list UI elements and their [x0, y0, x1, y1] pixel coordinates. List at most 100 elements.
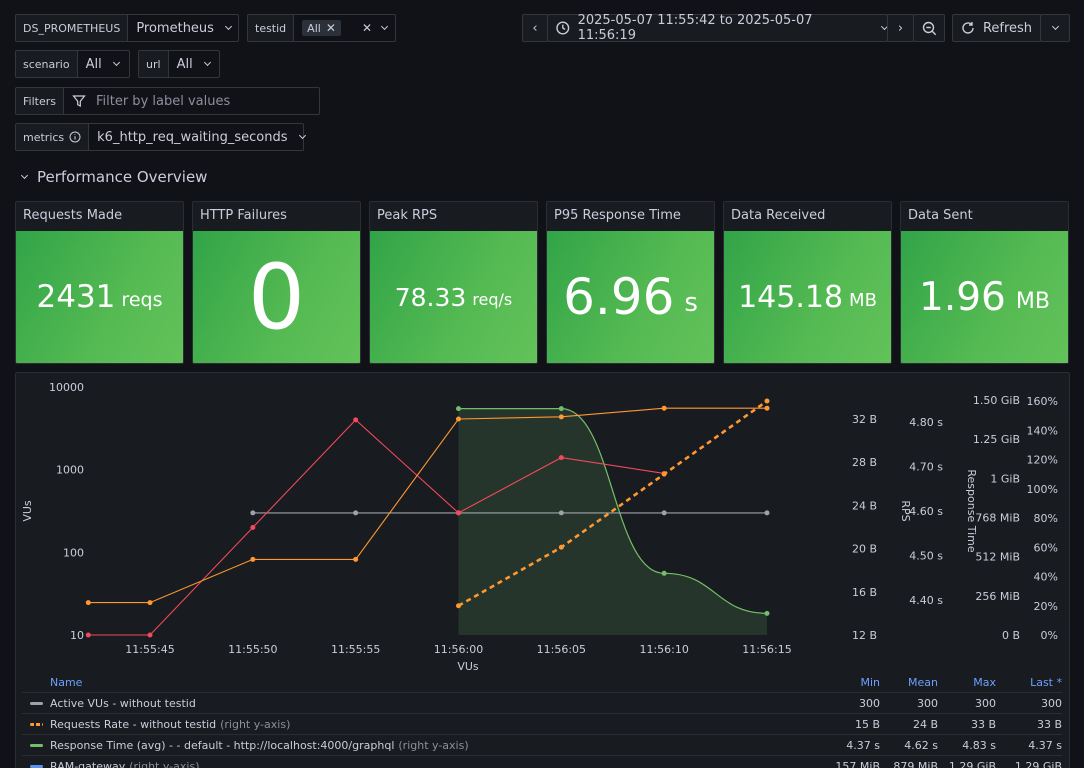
metrics-variable-value: k6_http_req_waiting_seconds [97, 129, 288, 145]
row-header-performance-overview[interactable]: Performance Overview [20, 168, 207, 186]
legend-header: Name Min Mean Max Last * [22, 672, 1062, 693]
legend-mean: 4.62 s [904, 738, 938, 752]
chevron-down-icon [112, 58, 120, 67]
data-point [147, 632, 153, 638]
y-right-tick-label: 1.50 GiB [973, 394, 1020, 407]
url-variable-select[interactable]: All [169, 51, 218, 77]
y-right-tick-label: 32 B [852, 413, 877, 426]
stat-title: Requests Made [23, 208, 123, 223]
data-point [558, 414, 564, 420]
legend-row[interactable]: Requests Rate - without testid (right y-a… [22, 714, 1062, 735]
y-right-tick-label: 16 B [852, 586, 877, 599]
y-right-tick-label: 20 B [852, 543, 877, 556]
legend-row[interactable]: RAM-gateway (right y-axis) 157 MiB 879 MiB 1… [22, 756, 1062, 768]
y-right-axis-label: Response Time [965, 469, 978, 552]
legend-header-max[interactable]: Max [973, 675, 996, 689]
legend-row[interactable]: Active VUs - without testid 300 300 300 300 [22, 693, 1062, 714]
chip-remove-icon[interactable]: ✕ [325, 21, 336, 35]
legend-min: 15 B [854, 717, 880, 731]
ds-variable-value: Prometheus [136, 20, 214, 36]
y-right-tick-label: 160% [1027, 395, 1058, 408]
y-right-tick-label: 40% [1034, 571, 1058, 584]
ds-variable-select[interactable]: Prometheus [128, 15, 239, 41]
ds-variable[interactable]: DS_PROMETHEUS Prometheus [15, 14, 239, 42]
stat-value-area: 6.96 s [547, 231, 714, 363]
testid-variable[interactable]: testid All ✕ ✕ [247, 14, 396, 42]
testid-chip[interactable]: All ✕ [302, 20, 341, 36]
y-left-tick-label: 100 [63, 546, 84, 559]
scenario-variable-select[interactable]: All [78, 51, 127, 77]
stat-panel-requests-made[interactable]: Requests Made 2431 reqs [15, 201, 184, 364]
url-variable[interactable]: url All [138, 50, 220, 78]
stat-value: 0 [247, 244, 306, 350]
refresh-label: Refresh [982, 20, 1033, 36]
legend-row-name[interactable]: Requests Rate - without testid (right y-a… [22, 718, 822, 731]
data-point [661, 510, 667, 516]
data-point [764, 398, 770, 404]
y-right-tick-label: 0% [1041, 629, 1058, 642]
y-right-tick-label: 20% [1034, 600, 1058, 613]
filters-label: Filters [16, 88, 64, 114]
data-point [764, 510, 770, 516]
legend-row-name[interactable]: Active VUs - without testid [22, 697, 822, 710]
stat-title: Data Received [731, 208, 826, 223]
stat-panel-p95-response-time[interactable]: P95 Response Time 6.96 s [546, 201, 715, 364]
legend-max: 33 B [970, 717, 996, 731]
chevron-down-icon [380, 22, 389, 31]
y-right-tick-label: 120% [1027, 454, 1058, 467]
stat-unit: MB [849, 289, 877, 311]
refresh-button[interactable]: Refresh [952, 14, 1041, 42]
data-point [456, 416, 461, 422]
filters-input[interactable]: Filter by label values [64, 88, 319, 114]
data-point [558, 455, 564, 461]
legend-row[interactable]: Response Time (avg) - - default - http:/… [22, 735, 1062, 756]
info-icon[interactable] [69, 131, 81, 143]
timeseries-chart[interactable]: 10 100 1000 10000 VUs 11:55:45 11:55:50 11:55:5… [0, 372, 1084, 672]
y-left-tick-label: 1000 [56, 464, 84, 477]
legend-row-name[interactable]: RAM-gateway (right y-axis) [22, 760, 822, 768]
refresh-interval-button[interactable] [1040, 14, 1070, 42]
metrics-variable-select[interactable]: k6_http_req_waiting_seconds [89, 124, 312, 150]
time-range-text: 2025-05-07 11:55:42 to 2025-05-07 11:56:… [577, 13, 813, 43]
legend-header-mean[interactable]: Mean [908, 675, 938, 689]
clear-icon[interactable]: ✕ [361, 21, 372, 35]
stat-value-area: 1.96 MB [901, 231, 1068, 363]
y-right-tick-label: 12 B [852, 629, 877, 642]
scenario-variable[interactable]: scenario All [15, 50, 130, 78]
filters-variable[interactable]: Filters Filter by label values [15, 87, 320, 115]
x-tick-label: 11:56:15 [742, 643, 791, 656]
data-point [250, 524, 256, 530]
legend-header-last[interactable]: Last * [1030, 675, 1062, 689]
legend-max: 1.29 GiB [948, 759, 996, 768]
series-line-response-time [458, 408, 768, 614]
stat-panel-data-received[interactable]: Data Received 145.18 MB [723, 201, 892, 364]
filter-icon [72, 95, 86, 108]
testid-variable-select[interactable]: All ✕ ✕ [294, 15, 395, 41]
legend-max: 300 [975, 696, 996, 710]
timeseries-panel[interactable] [15, 372, 1070, 768]
legend-row-name[interactable]: Response Time (avg) - - default - http:/… [22, 739, 822, 752]
y-right-tick-label: 4.70 s [909, 461, 943, 474]
metrics-variable[interactable]: metrics k6_http_req_waiting_seconds [15, 123, 306, 151]
time-forward-button[interactable]: › [887, 14, 914, 42]
time-back-button[interactable]: ‹ [522, 14, 548, 42]
y-right-tick-label: 256 MiB [975, 590, 1020, 603]
data-point [250, 556, 256, 562]
data-point [353, 510, 359, 516]
legend-table: Name Min Mean Max Last * Active VUs - wi… [22, 672, 1062, 768]
stat-panel-peak-rps[interactable]: Peak RPS 78.33 req/s [369, 201, 538, 364]
data-point [353, 417, 359, 423]
legend-header-min[interactable]: Min [860, 675, 880, 689]
stat-panel-data-sent[interactable]: Data Sent 1.96 MB [900, 201, 1069, 364]
chevron-down-icon [1051, 22, 1059, 31]
zoom-out-button[interactable] [913, 14, 945, 42]
stat-panel-http-failures[interactable]: HTTP Failures 0 [192, 201, 361, 364]
clock-icon [556, 21, 570, 35]
stat-unit: req/s [472, 289, 513, 309]
time-range-picker[interactable]: 2025-05-07 11:55:42 to 2025-05-07 11:56:… [547, 13, 889, 43]
legend-header-name[interactable]: Name [50, 675, 83, 689]
legend-series-name: RAM-gateway [50, 759, 126, 768]
stat-value-area: 78.33 req/s [370, 231, 537, 363]
stat-value-area: 2431 reqs [16, 231, 183, 363]
stat-title: Peak RPS [377, 208, 438, 223]
